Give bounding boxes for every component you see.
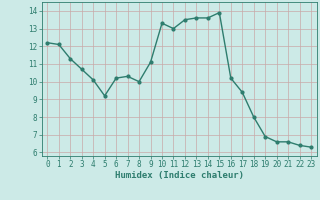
X-axis label: Humidex (Indice chaleur): Humidex (Indice chaleur): [115, 171, 244, 180]
